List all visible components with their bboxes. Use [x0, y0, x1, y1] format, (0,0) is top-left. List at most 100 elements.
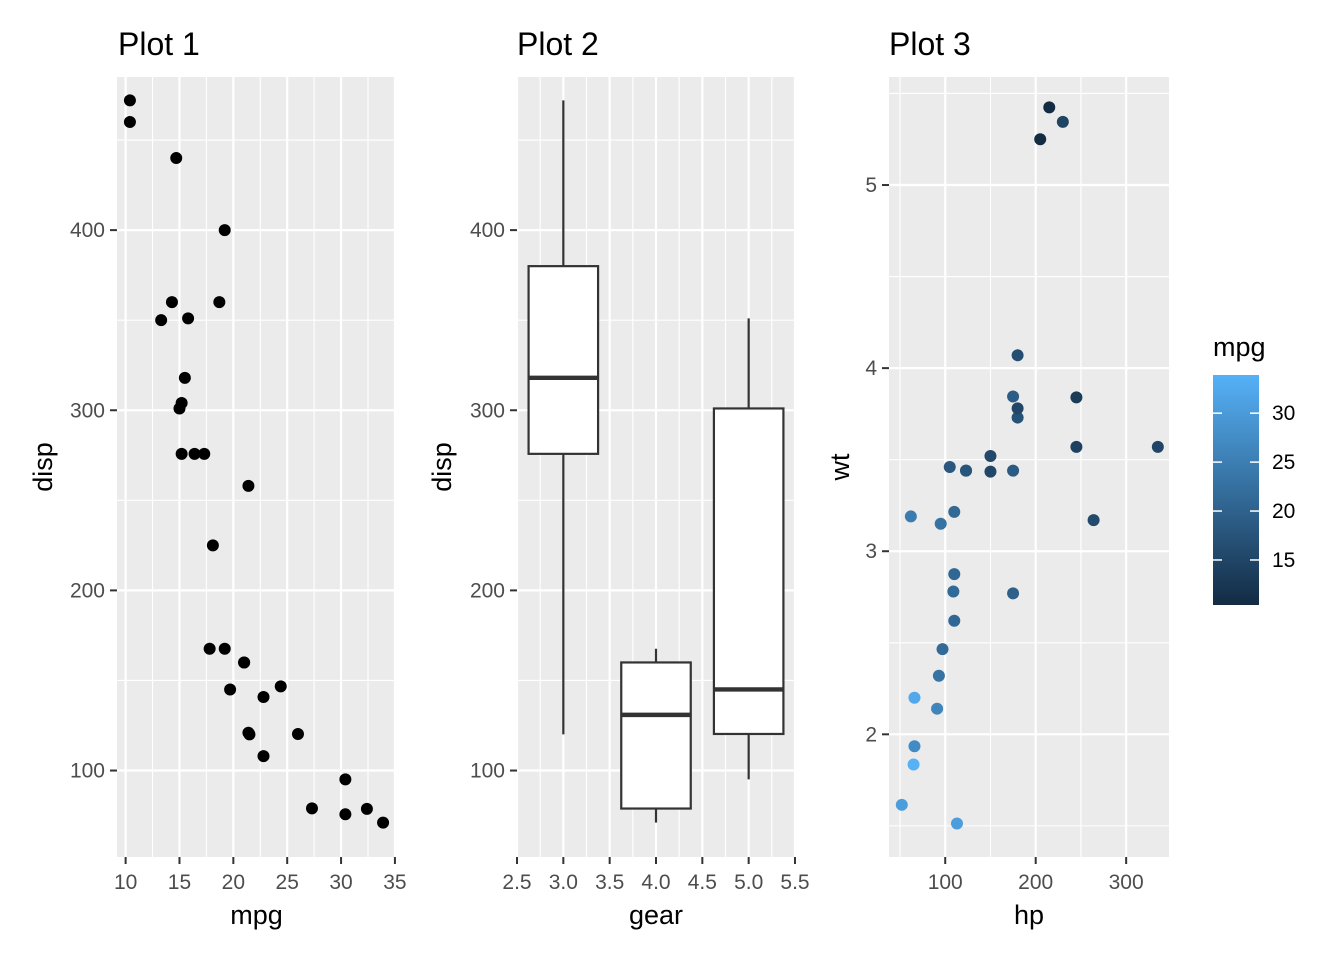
data-point: [218, 224, 231, 237]
boxplot-gear-4: [620, 648, 692, 823]
x-tick-label: 25: [276, 871, 299, 894]
data-point: [170, 152, 183, 165]
data-point: [257, 691, 270, 704]
x-tick-label: 4.5: [688, 871, 717, 894]
colorbar: [1213, 375, 1259, 605]
data-point: [1070, 440, 1083, 453]
data-point: [1011, 349, 1024, 362]
legend-tick-label: 15: [1272, 549, 1295, 572]
box: [712, 407, 785, 736]
data-point: [305, 802, 318, 815]
y-tick-label: 100: [470, 760, 505, 783]
x-tick-label: 35: [383, 871, 406, 894]
data-point: [291, 727, 304, 740]
data-point: [960, 464, 973, 477]
y-tick-label: 3: [865, 540, 877, 563]
x-axis-title: gear: [629, 900, 683, 930]
x-tick-label: 10: [114, 871, 137, 894]
x-tick-label: 30: [329, 871, 352, 894]
x-tick-label: 15: [168, 871, 191, 894]
data-point: [1007, 464, 1020, 477]
x-axis-title: mpg: [230, 900, 283, 930]
legend-title: mpg: [1213, 332, 1266, 362]
data-point: [907, 758, 920, 771]
data-point: [904, 510, 917, 523]
data-point: [1070, 391, 1083, 404]
data-point: [360, 802, 373, 815]
y-tick-label: 400: [470, 219, 505, 242]
data-point: [1056, 115, 1069, 128]
data-point: [123, 116, 136, 129]
data-point: [984, 450, 997, 463]
data-point: [218, 642, 231, 655]
x-tick-label: 100: [928, 871, 963, 894]
panel-background: [117, 77, 396, 857]
y-tick-label: 200: [470, 579, 505, 602]
data-point: [950, 817, 963, 830]
plot-title: Plot 2: [517, 26, 599, 62]
box: [527, 265, 600, 455]
data-point: [948, 568, 961, 581]
data-point: [936, 643, 949, 656]
legend-tick-label: 25: [1272, 451, 1295, 474]
data-point: [948, 614, 961, 627]
legend-tick-label: 30: [1272, 402, 1295, 425]
x-tick-label: 5.5: [780, 871, 809, 894]
boxplot-gear-5: [712, 318, 785, 780]
data-point: [339, 773, 352, 786]
y-axis-title: disp: [28, 442, 58, 492]
data-point: [242, 726, 255, 739]
y-tick-label: 200: [70, 579, 105, 602]
plot-3: 100 200 300 2 3 4 5 Plot 3 hp wt: [825, 26, 1169, 930]
legend-tick-label: 20: [1272, 500, 1295, 523]
x-tick-label: 2.5: [502, 871, 531, 894]
y-tick-label: 300: [470, 399, 505, 422]
x-tick-label: 200: [1018, 871, 1053, 894]
y-tick-label: 300: [70, 399, 105, 422]
data-point: [155, 314, 168, 327]
data-point: [339, 808, 352, 821]
data-point: [274, 680, 287, 693]
data-point: [377, 816, 390, 829]
data-point: [1007, 587, 1020, 600]
data-point: [165, 296, 178, 309]
y-axis-title: disp: [427, 442, 457, 492]
mpg-legend: mpg 15 20 25 30: [1213, 332, 1295, 605]
data-point: [1087, 514, 1100, 527]
y-tick-label: 4: [865, 357, 877, 380]
y-tick-label: 2: [865, 723, 877, 746]
x-tick-label: 4.0: [641, 871, 670, 894]
data-point: [1043, 101, 1056, 114]
data-point: [182, 312, 195, 325]
data-point: [895, 798, 908, 811]
data-point: [173, 402, 186, 415]
data-point: [984, 465, 997, 478]
data-point: [178, 371, 191, 384]
plot-title: Plot 3: [889, 26, 971, 62]
data-point: [947, 585, 960, 598]
data-point: [1011, 411, 1024, 424]
plot-title: Plot 1: [118, 26, 200, 62]
x-tick-label: 20: [222, 871, 245, 894]
data-point: [1011, 402, 1024, 415]
data-point: [1151, 440, 1164, 453]
y-axis-title: wt: [825, 453, 855, 481]
data-point: [188, 447, 201, 460]
data-point: [123, 94, 136, 107]
y-tick-label: 400: [70, 219, 105, 242]
data-point: [932, 669, 945, 682]
data-point: [1007, 390, 1020, 403]
data-point: [948, 505, 961, 518]
x-axis-title: hp: [1014, 900, 1044, 930]
x-tick-label: 300: [1109, 871, 1144, 894]
plot-1: 10 15 20 25 30 35 100 200 300 400 Plot 1 mpg disp: [28, 26, 407, 930]
data-point: [943, 461, 956, 473]
data-point: [908, 740, 921, 753]
data-point: [238, 656, 251, 669]
x-tick-label: 3.5: [595, 871, 624, 894]
x-tick-label: 3.0: [549, 871, 578, 894]
data-point: [206, 539, 219, 552]
data-point: [934, 517, 947, 530]
plot-2: 2.5 3.0 3.5 4.0 4.5 5.0 5.5 100 200 300 400 Plot 2 g…: [427, 26, 810, 930]
